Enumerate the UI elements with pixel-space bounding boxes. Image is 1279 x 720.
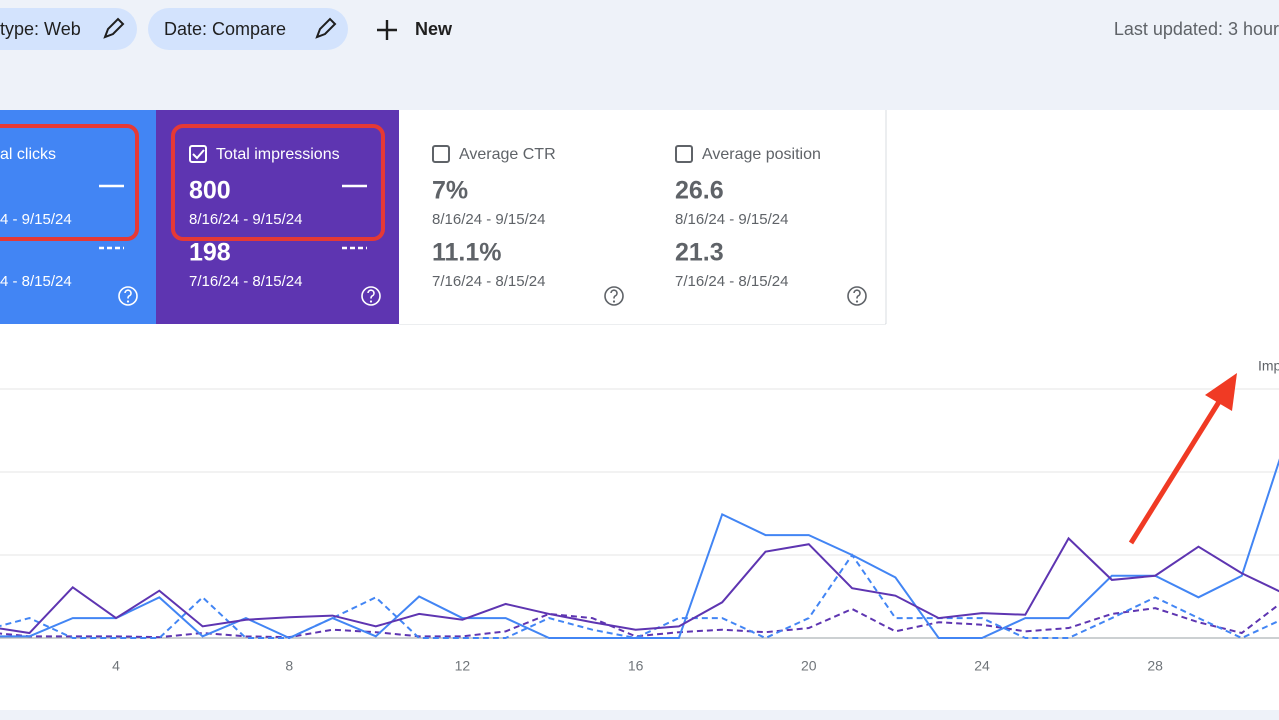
card[interactable] <box>0 110 156 324</box>
help-icon[interactable] <box>361 286 381 306</box>
help-icon[interactable] <box>604 286 624 306</box>
card-range: 7/16/24 - 8/15/24 <box>432 273 545 290</box>
pencil-icon[interactable] <box>315 17 337 39</box>
arrow-head <box>1205 373 1237 411</box>
x-tick-label: 8 <box>285 658 293 674</box>
pencil-icon[interactable] <box>103 17 125 39</box>
card-value: 21.3 <box>675 239 724 267</box>
help-icon[interactable] <box>847 286 867 306</box>
chip-label[interactable]: Date: Compare <box>164 19 286 39</box>
card-range: 8/16/24 - 9/15/24 <box>432 211 545 228</box>
card-label: Total impressions <box>216 146 340 163</box>
help-glyph <box>124 289 132 299</box>
check <box>192 149 205 160</box>
x-tick-label: 12 <box>455 658 471 674</box>
card-value: 11.1% <box>432 239 502 267</box>
series-line <box>0 603 1279 639</box>
x-tick-label: 24 <box>974 658 990 674</box>
card-label: Average position <box>702 146 821 163</box>
chart-annotation: Imp <box>1258 358 1279 374</box>
card-range: 8/16/24 - 9/15/24 <box>675 211 788 228</box>
series-line <box>0 536 1279 635</box>
plus-icon[interactable] <box>377 20 397 40</box>
card-label: al clicks <box>0 146 56 163</box>
help-glyph <box>853 289 861 299</box>
arrow <box>1128 395 1225 545</box>
card-value: 26.6 <box>675 177 724 205</box>
x-tick-label: 28 <box>1147 658 1163 674</box>
card-range: 4 - 9/15/24 <box>0 211 72 228</box>
help-dot <box>126 300 130 303</box>
card-range: 7/16/24 - 8/15/24 <box>189 273 302 290</box>
chip[interactable] <box>148 8 348 50</box>
last-updated: Last updated: 3 hour <box>1114 19 1279 39</box>
card-value: 198 <box>189 239 231 267</box>
help-icon[interactable] <box>118 286 138 306</box>
help-glyph <box>610 289 618 299</box>
help-dot <box>612 300 616 303</box>
new-button[interactable]: New <box>415 19 453 39</box>
chip[interactable] <box>0 8 137 50</box>
checkbox <box>189 145 207 163</box>
chip-label[interactable]: type: Web <box>0 19 81 39</box>
x-tick-label: 20 <box>801 658 817 674</box>
help-dot <box>855 300 859 303</box>
card-range: 4 - 8/15/24 <box>0 273 72 290</box>
card-label: Average CTR <box>459 146 556 163</box>
x-tick-label: 4 <box>112 658 120 674</box>
card-value: 7% <box>432 177 468 205</box>
help-dot <box>369 300 373 303</box>
series-line <box>0 458 1279 640</box>
x-tick-label: 16 <box>628 658 644 674</box>
checkbox <box>432 145 450 163</box>
help-glyph <box>367 289 375 299</box>
card-range: 7/16/24 - 8/15/24 <box>675 273 788 290</box>
highlight-box <box>0 124 139 241</box>
card-range: 8/16/24 - 9/15/24 <box>189 211 302 228</box>
highlight-box <box>171 124 385 241</box>
checkbox <box>675 145 693 163</box>
card-value: 800 <box>189 177 231 205</box>
bottom-bg <box>0 710 1279 720</box>
